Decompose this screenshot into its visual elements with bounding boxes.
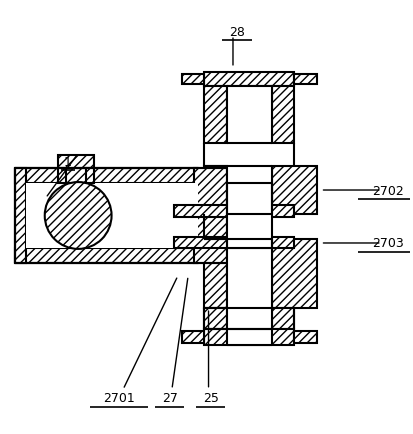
Bar (227, 240, 272, 309)
Bar (227, 166, 272, 215)
Bar (204, 309, 227, 329)
Bar (227, 309, 272, 329)
Bar (204, 87, 227, 144)
Bar (204, 240, 227, 309)
Bar (15, 248, 198, 264)
Bar (227, 184, 272, 248)
Bar (272, 87, 294, 144)
Circle shape (45, 183, 112, 249)
Bar (204, 72, 294, 87)
Bar (58, 168, 66, 184)
Bar (294, 332, 316, 343)
Text: 25: 25 (203, 391, 218, 404)
Bar (15, 168, 198, 184)
Bar (272, 309, 294, 329)
Text: 28: 28 (229, 26, 245, 39)
Bar (15, 168, 26, 264)
Bar (272, 166, 316, 215)
Bar (86, 168, 95, 184)
Bar (204, 166, 227, 215)
Bar (194, 168, 227, 264)
Bar (227, 329, 272, 345)
Bar (182, 332, 204, 343)
Text: 2703: 2703 (372, 237, 404, 250)
Text: 2701: 2701 (103, 391, 135, 404)
Bar (26, 184, 198, 248)
Text: 27: 27 (162, 391, 178, 404)
Text: 1: 1 (64, 156, 72, 168)
Bar (174, 237, 294, 249)
Bar (58, 156, 95, 168)
Bar (204, 329, 294, 345)
Bar (182, 75, 204, 85)
Bar (272, 240, 316, 309)
Text: 2702: 2702 (372, 184, 404, 197)
Bar (227, 87, 272, 144)
Bar (294, 75, 316, 85)
Bar (174, 206, 294, 217)
